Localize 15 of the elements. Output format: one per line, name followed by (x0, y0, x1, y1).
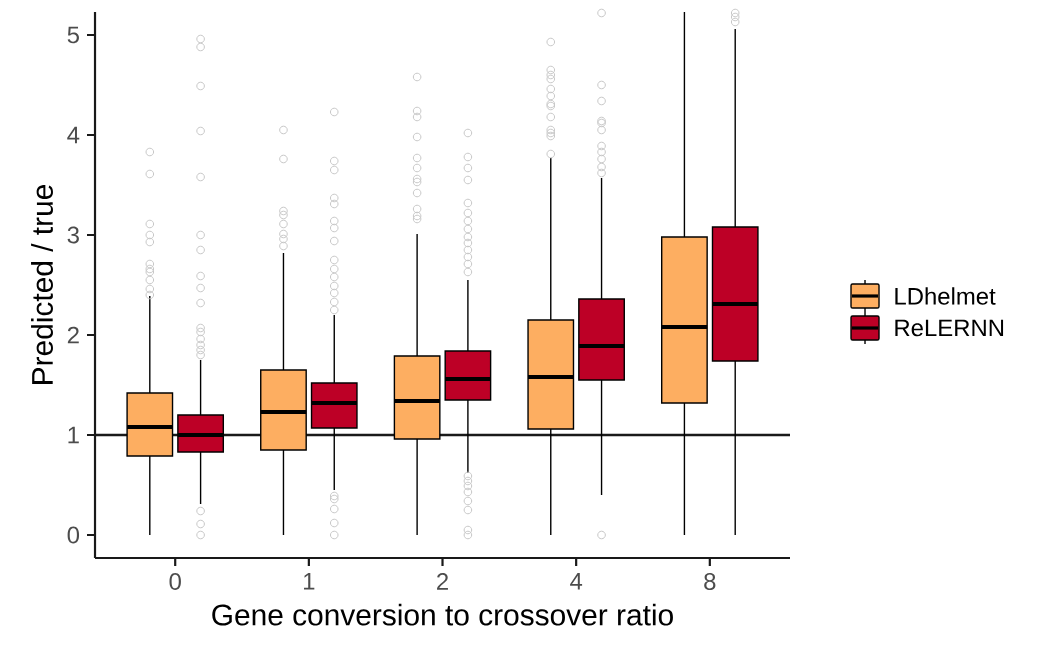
y-tick-label: 5 (67, 26, 79, 44)
y-tick-label: 1 (68, 426, 79, 444)
x-tick-label: 0 (169, 573, 181, 590)
y-tick-label: 4 (67, 126, 80, 144)
y-tick-label: 0 (67, 526, 80, 544)
x-axis-title: Gene conversion to crossover ratio (212, 603, 673, 626)
y-tick-label: 3 (67, 226, 79, 244)
y-axis-title: Predicted / true (31, 185, 53, 384)
legend-label: LDhelmet (895, 287, 996, 305)
x-tick-label: 8 (704, 573, 716, 590)
x-tick-label: 1 (304, 573, 315, 590)
x-tick-label: 4 (570, 573, 583, 590)
legend-label: ReLERNN (895, 319, 1004, 337)
y-tick-label: 2 (67, 326, 79, 344)
x-tick-label: 2 (437, 573, 448, 590)
